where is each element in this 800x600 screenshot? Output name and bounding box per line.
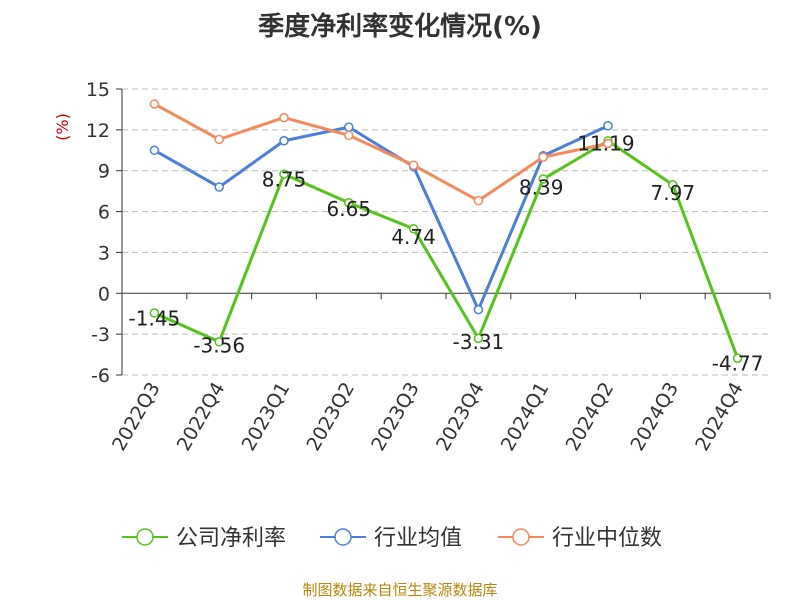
data-point — [279, 169, 289, 179]
data-label: 6.65 — [327, 197, 372, 221]
data-label: 8.39 — [519, 176, 564, 200]
x-tick-label: 2024Q3 — [626, 379, 683, 455]
data-point — [279, 136, 289, 146]
legend-item[interactable]: 公司净利率 — [122, 526, 286, 551]
data-point — [214, 182, 224, 192]
x-tick-label: 2023Q2 — [302, 379, 359, 455]
data-point — [344, 122, 354, 132]
x-tick-label: 2022Q3 — [108, 379, 165, 455]
legend-marker — [334, 528, 352, 546]
legend-label: 公司净利率 — [176, 526, 286, 551]
y-tick-label: 12 — [86, 120, 110, 142]
data-label: 7.97 — [651, 181, 696, 205]
data-label: -3.31 — [453, 330, 505, 354]
data-label: 4.74 — [391, 225, 436, 249]
data-point — [732, 353, 743, 363]
series-line — [153, 139, 740, 359]
data-point — [344, 130, 354, 141]
series-line — [153, 102, 609, 203]
data-label: 11.19 — [577, 131, 634, 155]
legend-item[interactable]: 行业中位数 — [498, 526, 662, 551]
data-point — [538, 174, 548, 184]
x-tick-label: 2023Q4 — [432, 379, 489, 455]
legend-label: 行业均值 — [374, 526, 462, 551]
data-point — [473, 195, 484, 206]
x-tick-label: 2024Q4 — [691, 379, 748, 455]
y-tick-label: 0 — [98, 283, 110, 305]
grid-lines — [122, 88, 770, 376]
data-point — [149, 99, 160, 109]
data-point — [473, 333, 484, 344]
legend-label: 行业中位数 — [552, 526, 662, 551]
series-line — [153, 124, 609, 312]
source-note: 制图数据来自恒生聚源数据库 — [302, 581, 498, 599]
data-point — [473, 304, 484, 315]
data-label: -1.45 — [129, 307, 181, 331]
data-point — [344, 197, 354, 208]
y-tick-label: 15 — [86, 79, 110, 101]
data-label: 8.75 — [262, 168, 307, 192]
data-point — [668, 179, 678, 190]
data-point — [149, 308, 160, 318]
data-point — [408, 223, 419, 234]
data-point — [603, 138, 613, 149]
y-tick-label: 9 — [98, 161, 110, 183]
data-point — [538, 152, 548, 162]
x-tick-label: 2022Q4 — [173, 379, 230, 455]
legend: 公司净利率 行业均值 行业中位数 — [122, 526, 662, 551]
data-point — [408, 160, 419, 171]
x-tick-label: 2024Q2 — [562, 379, 619, 455]
data-point — [214, 134, 224, 145]
data-point — [149, 145, 160, 156]
data-point — [214, 337, 224, 347]
y-tick-label: 6 — [98, 202, 110, 224]
y-axis-label: (%) — [53, 113, 72, 141]
legend-item[interactable]: 行业均值 — [320, 526, 462, 551]
data-label: -4.77 — [712, 352, 764, 376]
y-tick-label: 3 — [98, 242, 110, 264]
data-label: -3.56 — [193, 333, 245, 357]
data-labels: -1.45 -3.56 8.75 6.65 4.74 -3.31 8.39 11.19 7.97… — [129, 131, 764, 375]
series-lines — [149, 99, 743, 363]
data-point — [279, 112, 289, 123]
y-tick-label: -3 — [91, 324, 110, 346]
x-tick-label: 2023Q3 — [367, 379, 424, 455]
y-tick-label: -6 — [91, 365, 110, 387]
data-point — [603, 121, 613, 131]
x-tick-label: 2024Q1 — [497, 379, 554, 455]
x-tick-label: 2023Q1 — [238, 379, 295, 455]
legend-marker — [512, 528, 530, 546]
legend-marker — [136, 528, 154, 546]
chart-title: 季度净利率变化情况(%) — [258, 12, 542, 42]
